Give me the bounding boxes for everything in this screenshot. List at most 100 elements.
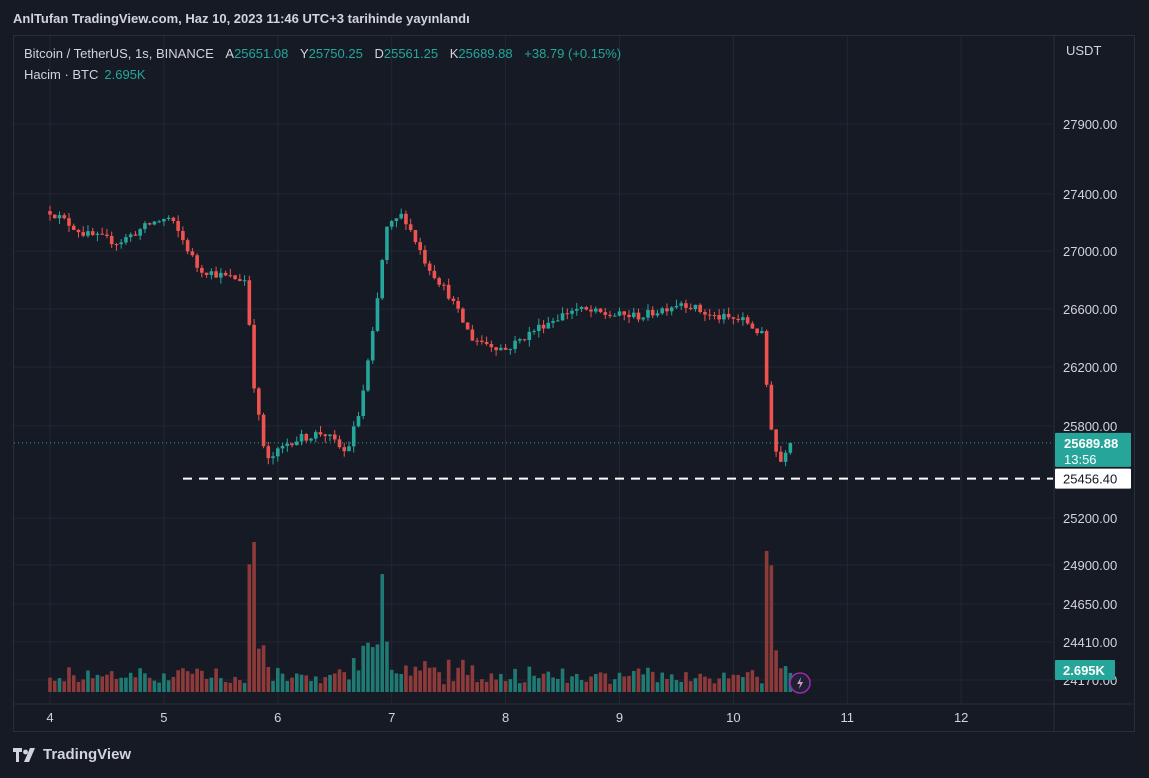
candle-body — [133, 234, 138, 236]
volume-bar — [375, 644, 380, 692]
candle-body — [461, 308, 465, 323]
tradingview-logo-icon — [13, 747, 35, 762]
volume-bar — [152, 680, 157, 692]
volume-bar — [451, 681, 456, 692]
candle-body — [688, 307, 693, 309]
candle-body — [81, 232, 86, 236]
candle-body — [404, 213, 408, 225]
candle-body — [494, 347, 498, 351]
support-line-tag — [1055, 468, 1131, 489]
candle-body — [128, 234, 133, 238]
volume-bar — [556, 678, 560, 692]
volume-bar — [252, 542, 256, 692]
candle-body — [332, 434, 337, 440]
chart-frame[interactable] — [13, 35, 1135, 732]
candle-body — [712, 315, 717, 317]
candle-body — [499, 347, 503, 351]
candle-body — [280, 445, 285, 449]
time-tick-label: 7 — [388, 710, 395, 725]
candle-body — [190, 251, 195, 256]
volume-bar — [342, 672, 347, 692]
candle-body — [200, 267, 204, 273]
volume-bar — [707, 678, 712, 692]
volume-bar — [337, 669, 342, 692]
volume-bar — [413, 666, 418, 692]
candle-body — [636, 312, 641, 320]
volume-bar — [574, 673, 579, 692]
candle-body — [484, 341, 489, 344]
publish-header: AnlTufan TradingView.com, Haz 10, 2023 1… — [13, 11, 470, 26]
volume-bar — [195, 668, 199, 692]
volume-bar — [731, 674, 736, 692]
volume-bar — [223, 682, 228, 692]
close-key: K — [449, 46, 459, 61]
candle-body — [684, 303, 688, 308]
volume-bar — [181, 668, 185, 692]
candle-body — [513, 340, 517, 350]
volume-bar — [261, 645, 266, 692]
candle-body — [356, 416, 361, 427]
candle-body — [171, 217, 176, 222]
volume-bar — [461, 659, 465, 692]
candle-body — [119, 242, 123, 245]
time-tick-label: 10 — [726, 710, 740, 725]
candle-body — [627, 314, 631, 318]
volume-bar — [190, 673, 195, 692]
candle-body — [532, 331, 536, 333]
volume-bar — [584, 681, 589, 692]
candle-body — [257, 388, 261, 415]
volume-bar — [750, 670, 755, 692]
volume-bar — [162, 673, 166, 692]
volume-bar — [332, 673, 337, 692]
volume-bar — [722, 672, 726, 692]
volume-bar — [366, 642, 370, 692]
candle-body — [423, 249, 427, 264]
candle-body — [95, 233, 100, 235]
candle-body — [361, 390, 366, 417]
symbol-name[interactable]: Bitcoin / TetherUS, 1s, BINANCE — [24, 46, 214, 61]
volume-bar — [247, 564, 252, 692]
volume-legend[interactable]: Hacim · BTC 2.695K — [24, 67, 146, 82]
price-tick-label: 24900.00 — [1063, 558, 1117, 573]
candle-body — [309, 438, 313, 441]
volume-bar — [703, 676, 707, 692]
candle-body — [228, 275, 233, 277]
candle-body — [646, 309, 650, 318]
tradingview-branding[interactable]: TradingView — [13, 746, 131, 763]
candle-body — [304, 433, 309, 441]
volume-bar — [404, 665, 408, 692]
candle-body — [527, 331, 532, 341]
currency-unit[interactable]: USDT — [1066, 43, 1102, 58]
symbol-legend[interactable]: Bitcoin / TetherUS, 1s, BINANCE A25651.0… — [24, 46, 621, 61]
volume-bar — [166, 680, 171, 692]
candle-body — [413, 230, 418, 243]
candle-body — [418, 242, 422, 250]
volume-bar — [503, 681, 508, 692]
candle-body — [560, 313, 565, 321]
volume-bar — [185, 671, 190, 692]
volume-bar — [565, 682, 570, 692]
candle-body — [427, 263, 432, 271]
volume-bar — [612, 679, 617, 692]
price-tick-label: 25200.00 — [1063, 511, 1117, 526]
candle-body — [579, 307, 584, 309]
volume-bar — [48, 677, 52, 692]
volume-bar — [627, 675, 631, 692]
candle-body — [342, 447, 347, 452]
candle-body — [266, 446, 271, 459]
time-tick-label: 12 — [954, 710, 968, 725]
time-tick-label: 6 — [274, 710, 281, 725]
volume-label: Hacim · BTC — [24, 67, 99, 82]
candle-body — [76, 229, 81, 233]
candle-body — [703, 311, 707, 315]
volume-bar — [726, 678, 731, 692]
volume-bar — [622, 676, 627, 692]
candle-body — [214, 271, 218, 278]
candle-body — [774, 429, 778, 452]
volume-bar — [480, 679, 484, 692]
volume-bar — [783, 666, 788, 692]
time-tick-label: 4 — [46, 710, 53, 725]
candle-body — [399, 213, 403, 219]
volume-bar — [323, 677, 328, 692]
